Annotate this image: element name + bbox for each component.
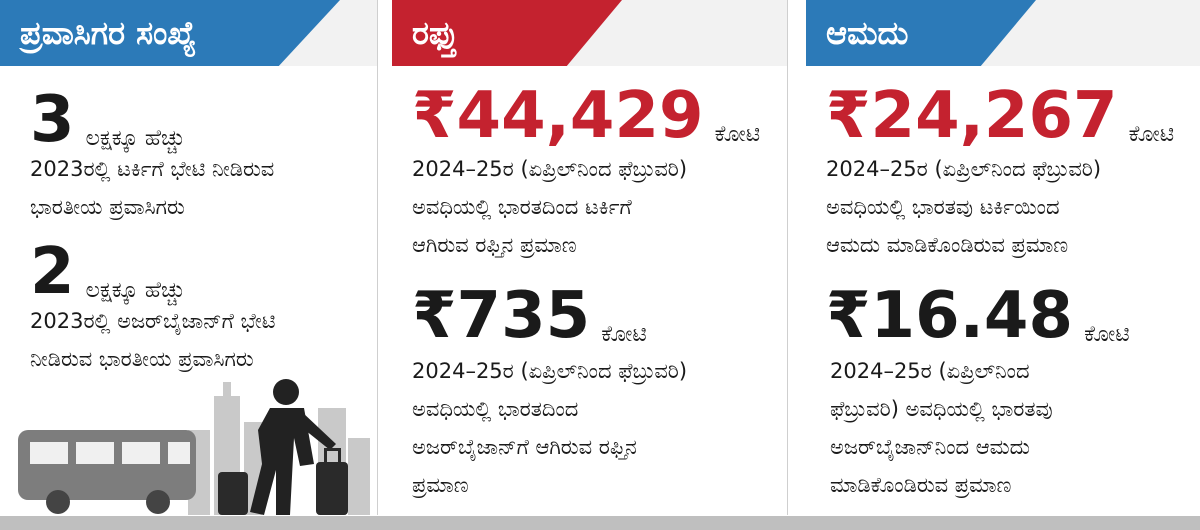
luggage-icon bbox=[218, 448, 348, 515]
stat-value: 3 bbox=[30, 83, 75, 157]
desc-line: ಅವಧಿಯಲ್ಲಿ ಭಾರತದಿಂದ bbox=[412, 397, 579, 421]
stat-value: ₹16.48 bbox=[826, 279, 1073, 353]
desc-line: 2024–25ರ (ಏಪ್ರಿಲ್‌ನಿಂದ ಫೆಬ್ರುವರಿ) bbox=[412, 157, 688, 181]
desc-line: ಆಗಿರುವ ರಫ್ತಿನ ಪ್ರಮಾಣ bbox=[412, 233, 577, 257]
desc-line: ಅಜರ್‌ಬೈಜಾನ್‌ಗೆ ಆಗಿರುವ ರಫ್ತಿನ bbox=[412, 435, 637, 459]
stat-description: 2023ರಲ್ಲಿ ಟರ್ಕಿಗೆ ಭೇಟಿ ನೀಡಿರುವ ಭಾರತೀಯ ಪ್… bbox=[30, 150, 274, 226]
stat-description: 2024–25ರ (ಏಪ್ರಿಲ್‌ನಿಂದ ಫೆಬ್ರುವರಿ) ಅವಧಿಯಲ… bbox=[826, 150, 1101, 264]
stat-headline: ₹24,267 ಕೋಟಿ bbox=[826, 84, 1174, 148]
bus-icon bbox=[18, 430, 196, 514]
desc-line: ಅವಧಿಯಲ್ಲಿ ಭಾರತದಿಂದ ಟರ್ಕಿಗೆ bbox=[412, 195, 632, 219]
desc-line: ಮಾಡಿಕೊಂಡಿರುವ ಪ್ರಮಾಣ bbox=[830, 473, 1012, 497]
stat-description: 2024–25ರ (ಏಪ್ರಿಲ್‌ನಿಂದ ಫೆಬ್ರುವರಿ) ಅವಧಿಯಲ… bbox=[830, 352, 1053, 504]
stat-description: 2024–25ರ (ಏಪ್ರಿಲ್‌ನಿಂದ ಫೆಬ್ರುವರಿ) ಅವಧಿಯಲ… bbox=[412, 150, 687, 264]
stat-value: ₹44,429 bbox=[412, 79, 704, 153]
stat-headline: ₹735 ಕೋಟಿ bbox=[412, 284, 647, 348]
desc-line: 2024–25ರ (ಏಪ್ರಿಲ್‌ನಿಂದ ಫೆಬ್ರುವರಿ) bbox=[412, 359, 688, 383]
desc-line: ಅವಧಿಯಲ್ಲಿ ಭಾರತವು ಟರ್ಕಿಯಿಂದ bbox=[826, 195, 1060, 219]
desc-line: ಪ್ರಮಾಣ bbox=[412, 473, 469, 497]
stat-value: 2 bbox=[30, 235, 75, 309]
panel-tourist-count: ಪ್ರವಾಸಿಗರ ಸಂಖ್ಯೆ 3 ಲಕ್ಷಕ್ಕೂ ಹೆಚ್ಚು 2023ರ… bbox=[0, 0, 378, 515]
desc-line: 2024–25ರ (ಏಪ್ರಿಲ್‌ನಿಂದ bbox=[830, 359, 1030, 383]
panel-title: ಪ್ರವಾಸಿಗರ ಸಂಖ್ಯೆ bbox=[0, 0, 340, 66]
stat-value: ₹735 bbox=[412, 279, 591, 353]
stat-headline: 2 ಲಕ್ಷಕ್ಕೂ ಹೆಚ್ಚು bbox=[30, 240, 185, 304]
stat-unit: ಕೋಟಿ bbox=[601, 322, 647, 347]
desc-line: 2023ರಲ್ಲಿ ಟರ್ಕಿಗೆ ಭೇಟಿ ನೀಡಿರುವ bbox=[30, 157, 275, 181]
stat-value: ₹24,267 bbox=[826, 79, 1118, 153]
desc-line: 2023ರಲ್ಲಿ ಅಜರ್‌ಬೈಜಾನ್‌ಗೆ ಭೇಟಿ bbox=[30, 309, 276, 333]
stat-headline: 3 ಲಕ್ಷಕ್ಕೂ ಹೆಚ್ಚು bbox=[30, 88, 185, 152]
desc-line: 2024–25ರ (ಏಪ್ರಿಲ್‌ನಿಂದ ಫೆಬ್ರುವರಿ) bbox=[826, 157, 1102, 181]
desc-line: ನೀಡಿರುವ ಭಾರತೀಯ ಪ್ರವಾಸಿಗರು bbox=[30, 347, 254, 371]
stat-unit: ಕೋಟಿ bbox=[1128, 122, 1175, 147]
stat-unit: ಕೋಟಿ bbox=[714, 122, 761, 147]
stat-headline: ₹16.48 ಕೋಟಿ bbox=[826, 284, 1130, 348]
desc-line: ಅಜರ್‌ಬೈಜಾನ್‌ನಿಂದ ಆಮದು bbox=[830, 435, 1030, 459]
desc-line: ಆಮದು ಮಾಡಿಕೊಂಡಿರುವ ಪ್ರಮಾಣ bbox=[826, 233, 1069, 257]
panel-imports: ಆಮದು ₹24,267 ಕೋಟಿ 2024–25ರ (ಏಪ್ರಿಲ್‌ನಿಂದ… bbox=[806, 0, 1200, 515]
desc-line: ಭಾರತೀಯ ಪ್ರವಾಸಿಗರು bbox=[30, 195, 185, 219]
stat-headline: ₹44,429 ಕೋಟಿ bbox=[412, 84, 760, 148]
desc-line: ಫೆಬ್ರುವರಿ) ಅವಧಿಯಲ್ಲಿ ಭಾರತವು bbox=[830, 397, 1053, 421]
stat-unit: ಲಕ್ಷಕ್ಕೂ ಹೆಚ್ಚು bbox=[85, 126, 186, 151]
stat-description: 2023ರಲ್ಲಿ ಅಜರ್‌ಬೈಜಾನ್‌ಗೆ ಭೇಟಿ ನೀಡಿರುವ ಭಾ… bbox=[30, 302, 276, 378]
stat-description: 2024–25ರ (ಏಪ್ರಿಲ್‌ನಿಂದ ಫೆಬ್ರುವರಿ) ಅವಧಿಯಲ… bbox=[412, 352, 687, 504]
traveler-figure-icon bbox=[250, 379, 336, 515]
traveler-illustration-icon bbox=[18, 379, 370, 515]
panel-exports: ರಫ್ತು ₹44,429 ಕೋಟಿ 2024–25ರ (ಏಪ್ರಿಲ್‌ನಿಂ… bbox=[392, 0, 788, 515]
stat-unit: ಲಕ್ಷಕ್ಕೂ ಹೆಚ್ಚು bbox=[85, 278, 186, 303]
stat-unit: ಕೋಟಿ bbox=[1084, 322, 1130, 347]
bottom-divider bbox=[0, 516, 1200, 530]
